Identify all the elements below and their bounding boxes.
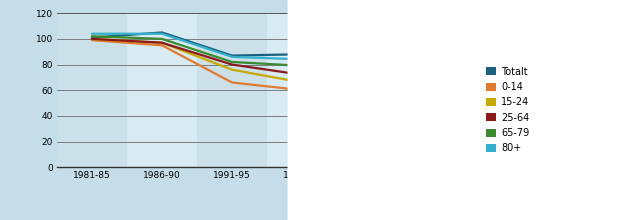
Bar bbox=[127, 13, 197, 167]
Bar bbox=[197, 13, 267, 167]
Legend: Totalt, 0-14, 15-24, 25-64, 65-79, 80+: Totalt, 0-14, 15-24, 25-64, 65-79, 80+ bbox=[487, 67, 529, 153]
Bar bbox=[337, 13, 407, 167]
Bar bbox=[407, 13, 477, 167]
Bar bbox=[57, 13, 127, 167]
Bar bbox=[267, 13, 337, 167]
